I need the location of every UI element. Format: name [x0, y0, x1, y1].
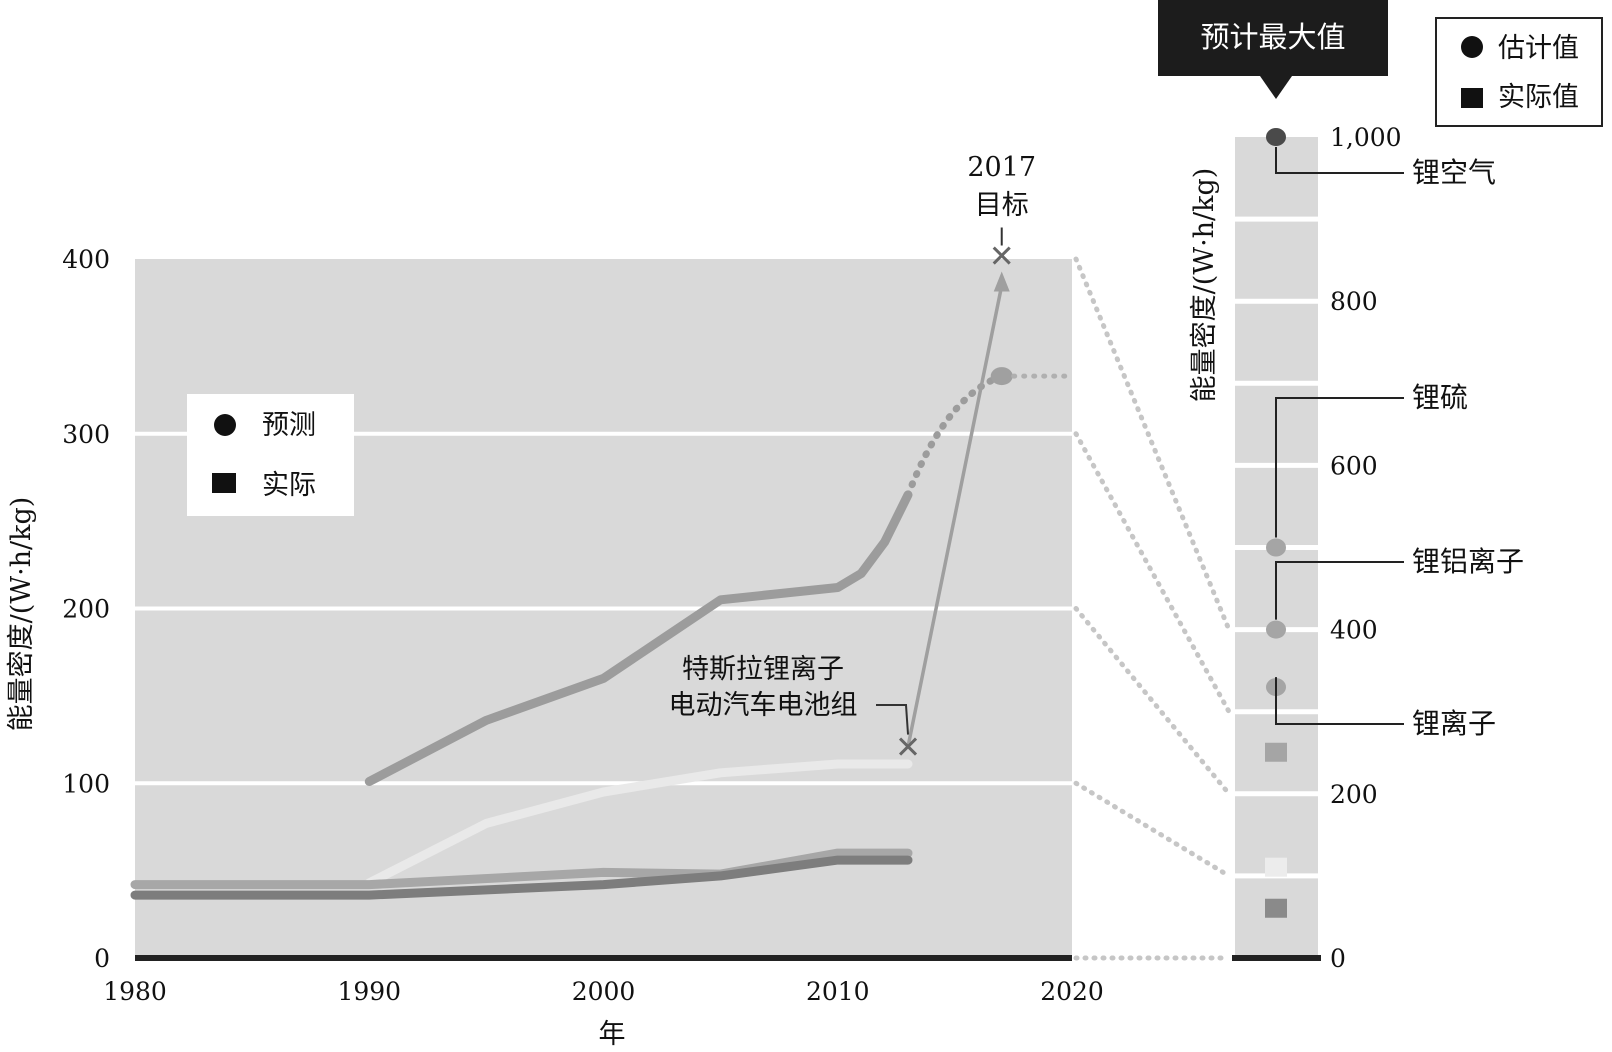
- scale-tick-label: 600: [1330, 451, 1378, 480]
- target-x-mark: [992, 246, 1011, 265]
- y-tick-label: 300: [62, 420, 110, 449]
- header-box: [1158, 0, 1388, 76]
- estimated-point: [1266, 538, 1286, 557]
- estimate-label: 锂硫: [1412, 381, 1468, 414]
- series-line-1: [364, 490, 913, 786]
- forecast-point: [990, 367, 1013, 386]
- series-line-4: [130, 855, 913, 900]
- tesla-leader: [876, 704, 910, 735]
- y-tick-label: 100: [62, 769, 110, 798]
- tesla-label-line2: 电动汽车电池组: [669, 690, 858, 721]
- x-stroke: [992, 246, 1011, 265]
- legend-circle-marker: [1461, 36, 1483, 58]
- y-tick-label: 400: [62, 245, 110, 274]
- x-stroke: [898, 737, 918, 756]
- legend-label: 实际: [262, 470, 316, 501]
- scale-axis-label: 能量密度/(W·h/kg): [1189, 168, 1220, 403]
- legend-square-marker: [1461, 88, 1483, 108]
- estimate-leader: [1275, 147, 1404, 174]
- tesla-label-line1: 特斯拉锂离子: [682, 654, 844, 685]
- target-arrow-line: [906, 285, 1004, 747]
- series-line-3: [130, 848, 913, 890]
- scale-tick-label: 200: [1330, 780, 1378, 809]
- estimated-point: [1266, 128, 1286, 146]
- scale-tick-label: 400: [1330, 616, 1378, 645]
- target-arrow-head: [993, 271, 1010, 292]
- legend-label: 估计值: [1498, 33, 1579, 64]
- zoom-connector: [1073, 256, 1232, 633]
- x-tick-label: 1990: [337, 977, 401, 1006]
- header-title: 预计最大值: [1200, 20, 1345, 54]
- actual-point: [1265, 742, 1287, 762]
- x-tick-label: 2010: [806, 977, 870, 1006]
- y-axis-label: 能量密度/(W·h/kg): [6, 497, 37, 732]
- y-tick-label: 200: [62, 595, 110, 624]
- legend-label: 实际值: [1498, 82, 1579, 113]
- scale-tick-label: 800: [1330, 287, 1378, 316]
- estimate-label: 锂空气: [1412, 156, 1496, 189]
- projection-dotted-line: [904, 372, 1006, 499]
- scale-tick-label: 1,000: [1330, 123, 1402, 152]
- zoom-connector: [1073, 606, 1232, 797]
- estimate-leader: [1275, 397, 1404, 538]
- target-label-text: 目标: [975, 190, 1029, 221]
- header-pointer: [1260, 76, 1292, 99]
- legend-circle-marker: [214, 414, 236, 436]
- zoom-connector: [1073, 431, 1232, 715]
- target-label-year: 2017: [967, 152, 1036, 183]
- estimate-leader: [1275, 677, 1404, 725]
- legend-box: [187, 394, 354, 516]
- x-tick-label: 2020: [1040, 977, 1104, 1006]
- actual-point: [1265, 898, 1287, 918]
- estimate-leader: [1275, 561, 1404, 620]
- x-tick-label: 1980: [103, 977, 167, 1006]
- legend-label: 预测: [262, 410, 316, 441]
- estimate-label: 锂铝离子: [1412, 545, 1524, 578]
- zoom-connector: [1073, 780, 1232, 879]
- x-axis-label: 年: [599, 1019, 626, 1050]
- x-tick-label: 2000: [572, 977, 636, 1006]
- estimate-label: 锂离子: [1412, 707, 1496, 740]
- actual-point: [1265, 857, 1287, 877]
- y-tick-label: 0: [94, 944, 110, 973]
- legend-square-marker: [212, 473, 236, 493]
- max-header: 预计最大值: [1158, 0, 1388, 99]
- scale-tick-label: 0: [1330, 944, 1346, 973]
- series-line-2: [364, 759, 913, 888]
- estimated-point: [1266, 620, 1286, 639]
- tesla-x-mark: [898, 737, 918, 756]
